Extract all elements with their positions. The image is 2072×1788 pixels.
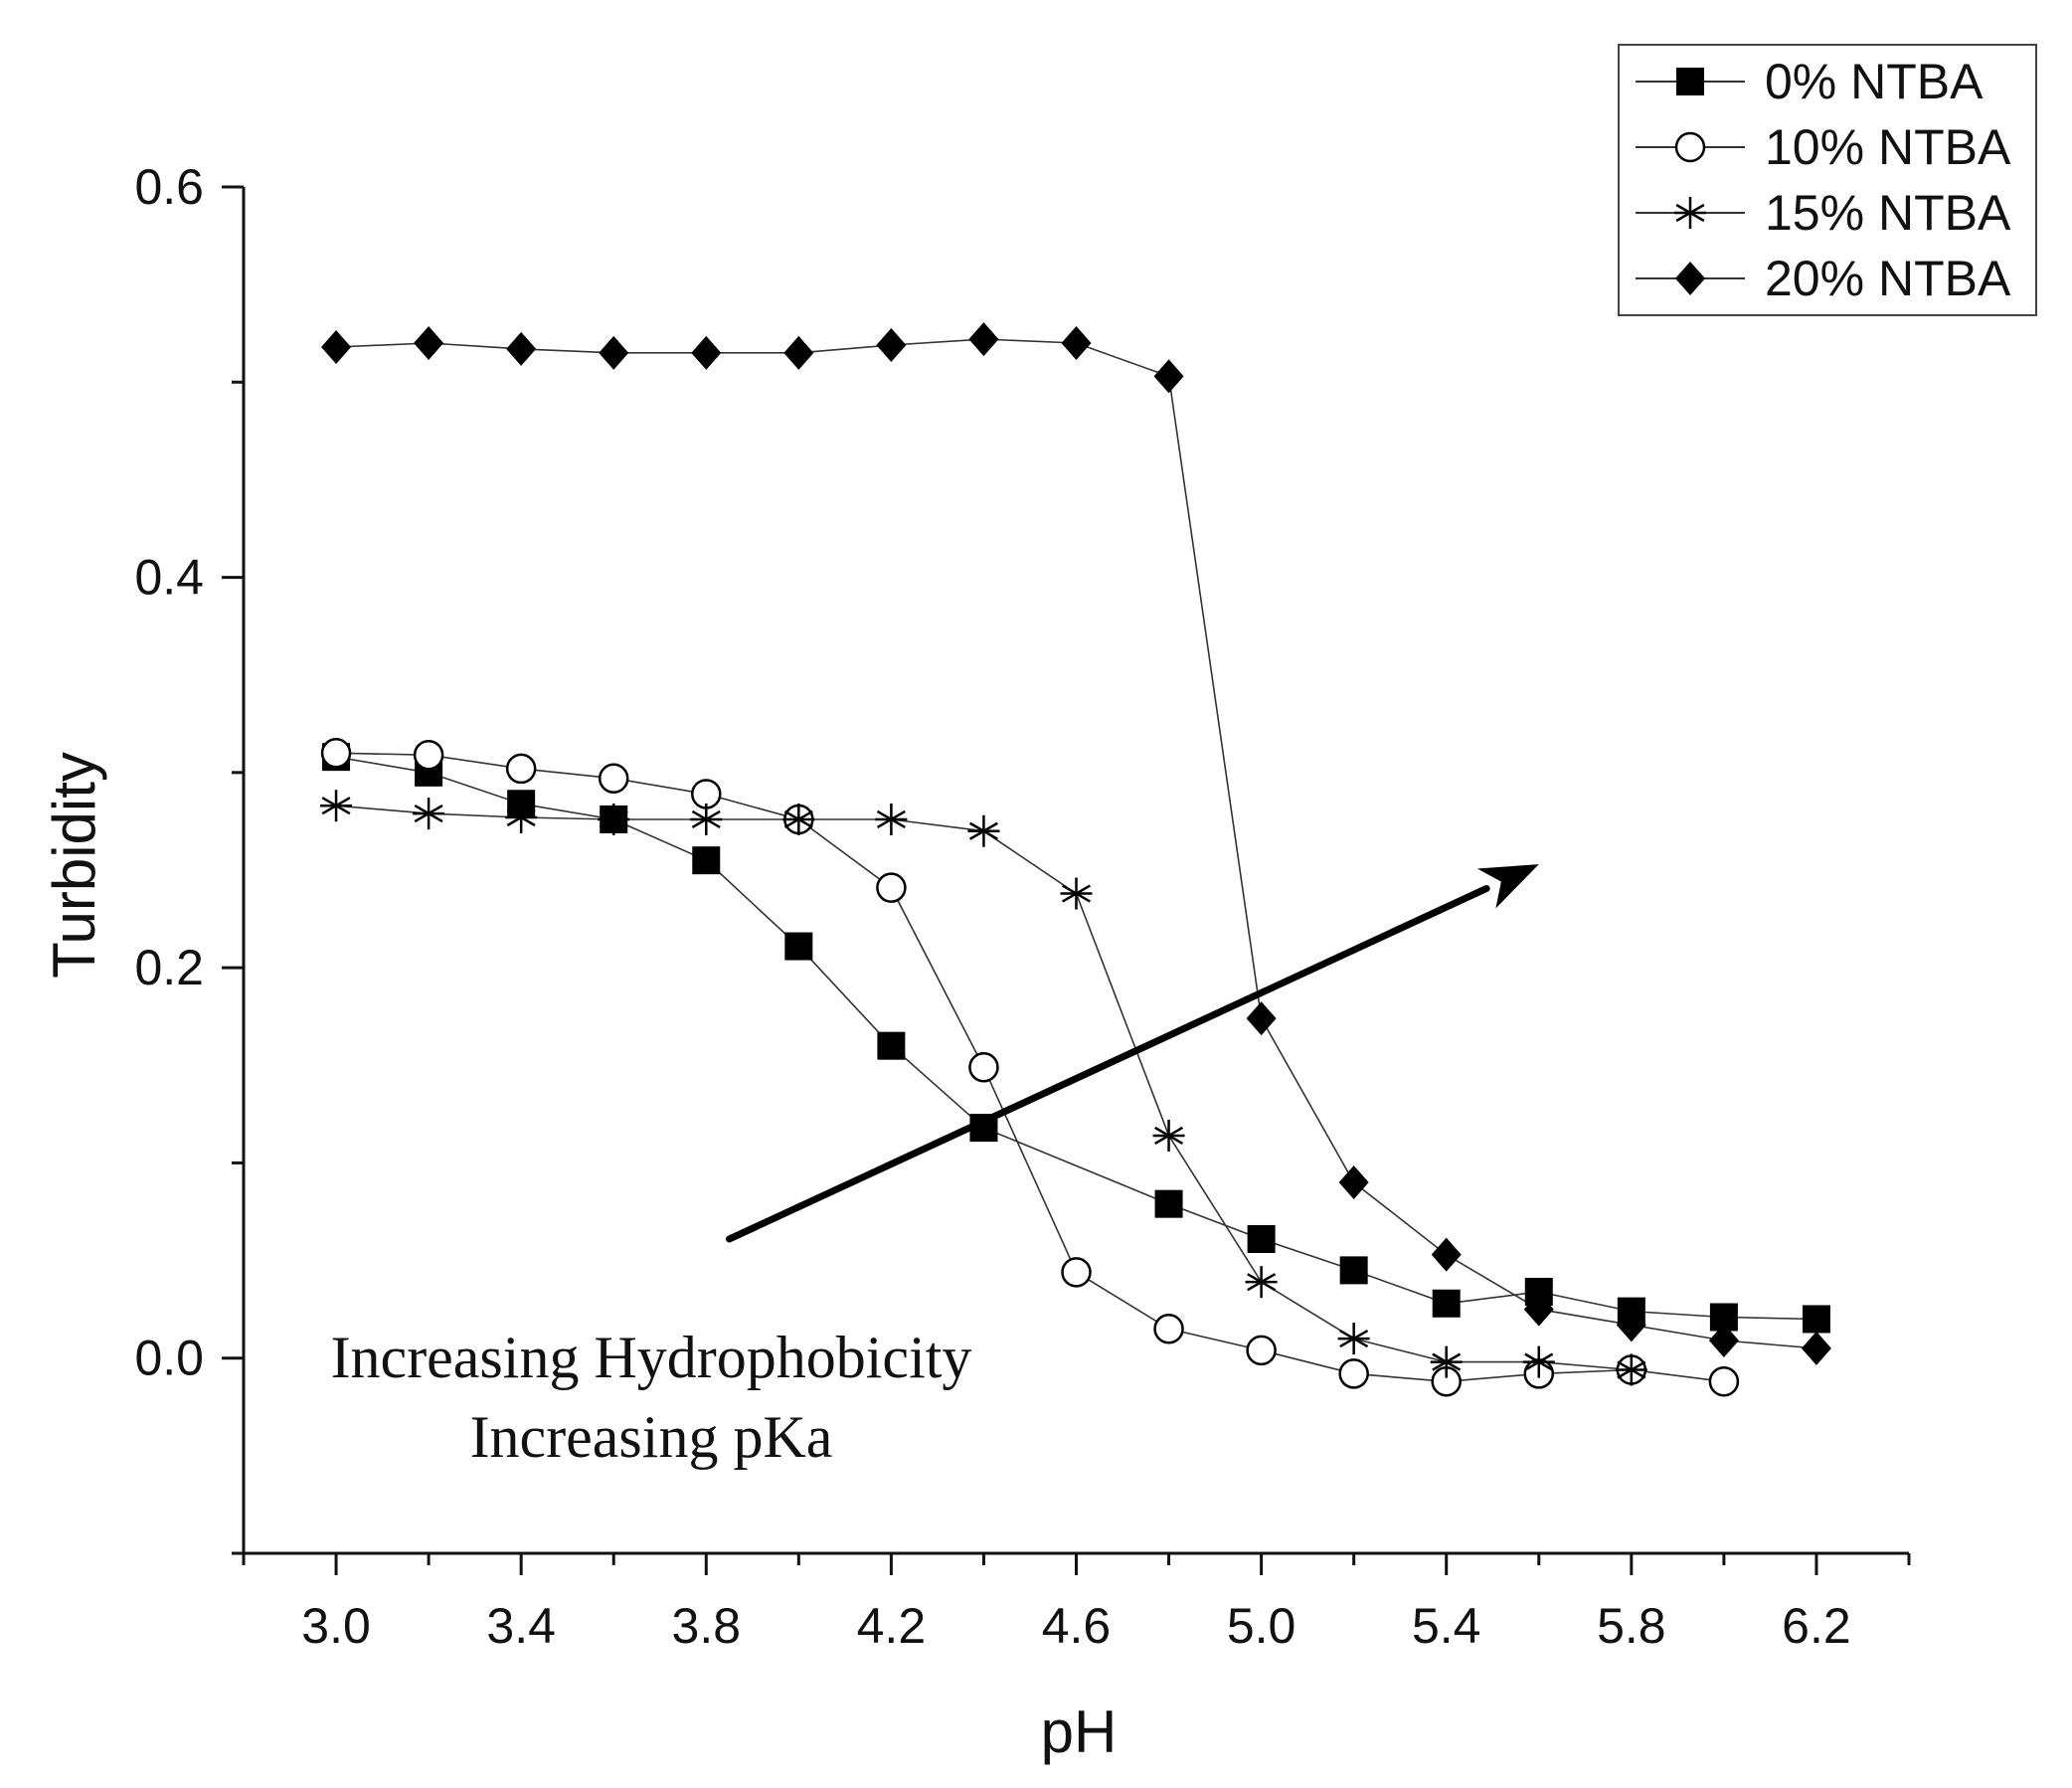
data-point-1 xyxy=(320,737,352,769)
legend-marker xyxy=(1674,131,1706,163)
data-point-2 xyxy=(875,803,908,835)
x-tick-label: 4.2 xyxy=(857,1598,927,1654)
legend-items: 0% NTBA 10% NTBA 15% NTBA 20% NTBA xyxy=(1636,54,2011,306)
data-point-2 xyxy=(1430,1345,1463,1378)
data-point-2 xyxy=(1522,1345,1555,1378)
data-point-3 xyxy=(968,322,999,357)
y-tick-label: 0.4 xyxy=(134,550,204,606)
data-point-2 xyxy=(320,790,353,822)
data-point-0 xyxy=(784,932,813,961)
legend-item: 15% NTBA xyxy=(1636,185,2011,241)
arrow-shaft xyxy=(726,884,1490,1243)
x-axis-title: pH xyxy=(1041,1699,1118,1765)
data-point-1 xyxy=(1153,1314,1184,1344)
legend-label: 20% NTBA xyxy=(1765,251,2011,306)
x-tick-label: 3.0 xyxy=(301,1598,371,1654)
x-tick-label: 5.0 xyxy=(1227,1598,1296,1654)
data-point-2 xyxy=(1245,1266,1278,1299)
data-point-2 xyxy=(1337,1323,1370,1355)
data-point-0 xyxy=(692,846,721,875)
data-point-2 xyxy=(505,802,538,834)
legend-item: 10% NTBA xyxy=(1636,119,2011,175)
data-point-1 xyxy=(1708,1366,1740,1397)
data-point-2 xyxy=(1615,1353,1647,1386)
data-point-1 xyxy=(1061,1257,1092,1288)
data-point-2 xyxy=(1060,877,1093,910)
legend-marker xyxy=(1676,68,1704,95)
data-point-3 xyxy=(1246,1001,1277,1036)
data-point-3 xyxy=(599,335,629,370)
data-point-0 xyxy=(1802,1305,1830,1334)
data-point-2 xyxy=(598,803,630,835)
arrow-head xyxy=(1476,864,1539,909)
data-point-3 xyxy=(506,331,537,366)
data-point-3 xyxy=(876,327,907,362)
data-point-2 xyxy=(413,798,445,830)
data-point-3 xyxy=(1801,1331,1831,1365)
legend-marker xyxy=(1674,197,1706,229)
data-point-2 xyxy=(967,814,1000,847)
data-point-1 xyxy=(1338,1358,1369,1389)
data-point-1 xyxy=(598,763,629,794)
data-point-3 xyxy=(1431,1237,1462,1272)
legend-label: 15% NTBA xyxy=(1765,185,2011,241)
data-point-2 xyxy=(782,803,815,835)
data-point-3 xyxy=(1061,326,1092,361)
data-point-3 xyxy=(414,326,444,361)
annotation-pka: Increasing pKa xyxy=(470,1404,833,1470)
data-point-3 xyxy=(1338,1165,1369,1200)
data-point-3 xyxy=(1616,1308,1646,1342)
legend-label: 0% NTBA xyxy=(1765,54,1984,109)
data-point-1 xyxy=(968,1051,999,1083)
data-point-2 xyxy=(1152,1119,1185,1152)
x-ticks: 3.0 3.4 3.8 4.2 4.6 5.0 5.4 5.8 6.2 xyxy=(242,1553,1911,1654)
y-tick-label: 0.6 xyxy=(134,159,204,215)
series-line-1 xyxy=(336,752,1725,1383)
legend-label: 10% NTBA xyxy=(1765,119,2011,175)
data-point-1 xyxy=(1246,1335,1277,1366)
annotation-arrow xyxy=(726,864,1539,1243)
legend: 0% NTBA 10% NTBA 15% NTBA 20% NTBA xyxy=(1618,44,2037,316)
data-point-0 xyxy=(877,1031,906,1060)
series-line-0 xyxy=(335,756,1816,1321)
y-tick-label: 0.2 xyxy=(134,940,204,995)
x-tick-label: 6.2 xyxy=(1782,1598,1851,1654)
annotation-hydrophobicity: Increasing Hydrophobicity xyxy=(331,1325,972,1390)
legend-marker xyxy=(1675,262,1705,295)
y-tick-label: 0.0 xyxy=(134,1331,204,1386)
x-tick-label: 5.8 xyxy=(1597,1598,1666,1654)
data-point-2 xyxy=(690,803,723,835)
x-tick-label: 3.8 xyxy=(672,1598,742,1654)
data-point-3 xyxy=(1708,1324,1739,1358)
data-point-0 xyxy=(1339,1256,1368,1285)
data-point-0 xyxy=(1432,1289,1461,1318)
x-tick-label: 3.4 xyxy=(486,1598,556,1654)
y-ticks: 0.0 0.2 0.4 0.6 xyxy=(134,159,244,1555)
x-tick-label: 5.4 xyxy=(1412,1598,1481,1654)
series-markers xyxy=(320,322,1831,1397)
y-axis-title: Turbidity xyxy=(41,752,107,979)
data-point-3 xyxy=(783,335,814,370)
legend-item: 20% NTBA xyxy=(1636,251,2011,306)
data-point-0 xyxy=(1247,1224,1276,1253)
data-point-3 xyxy=(321,329,352,364)
data-point-1 xyxy=(413,739,444,771)
data-point-1 xyxy=(505,753,537,785)
data-point-0 xyxy=(1154,1189,1183,1218)
data-point-3 xyxy=(1523,1292,1554,1327)
x-tick-label: 4.6 xyxy=(1042,1598,1112,1654)
data-point-3 xyxy=(691,335,722,370)
legend-item: 0% NTBA xyxy=(1636,54,1984,109)
data-point-3 xyxy=(1153,359,1184,394)
data-point-1 xyxy=(876,872,907,903)
